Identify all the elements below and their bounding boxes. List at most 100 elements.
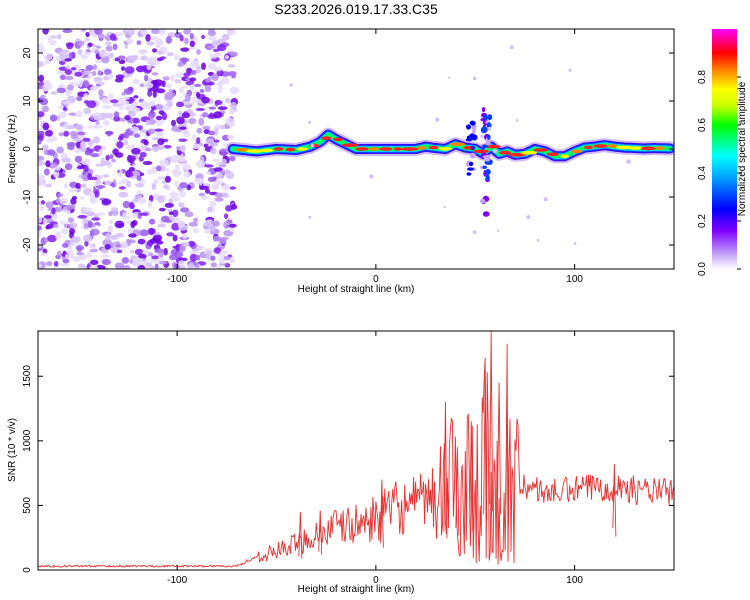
noise-speckle — [70, 197, 77, 205]
noise-speckle — [153, 148, 159, 152]
noise-speckle — [92, 43, 98, 48]
noise-speckle — [58, 111, 67, 119]
chart-title: S233.2026.019.17.33.C35 — [274, 1, 438, 17]
noise-speckle — [101, 198, 112, 205]
noise-speckle — [45, 130, 53, 137]
noise-speckle — [45, 201, 54, 209]
noise-speckle — [112, 43, 118, 50]
ridge-spread — [467, 167, 474, 171]
noise-speckle — [137, 196, 146, 205]
noise-speckle — [112, 211, 118, 217]
noise-speckle — [208, 106, 217, 110]
noise-speckle — [211, 40, 221, 47]
noise-speckle — [61, 243, 69, 248]
noise-speckle — [61, 228, 69, 235]
noise-speckle — [139, 50, 146, 55]
noise-speckle — [66, 204, 76, 210]
noise-speckle — [121, 100, 130, 106]
noise-speckle — [89, 265, 99, 269]
noise-speckle — [59, 220, 67, 225]
noise-speckle — [68, 187, 79, 192]
noise-speckle — [75, 245, 85, 251]
noise-speckle — [56, 87, 66, 94]
noise-speckle — [84, 151, 92, 156]
noise-speckle — [40, 252, 48, 257]
noise-speckle — [176, 101, 184, 108]
noise-speckle — [38, 242, 42, 249]
noise-speckle — [83, 234, 92, 242]
noise-speckle — [71, 236, 81, 243]
noise-speckle — [228, 108, 235, 115]
noise-speckle — [89, 196, 98, 204]
noise-speckle — [213, 66, 223, 72]
ridge-peak — [341, 143, 359, 147]
noise-speckle — [147, 128, 155, 134]
noise-speckle — [38, 216, 43, 224]
noise-speckle — [213, 247, 222, 254]
noise-speckle — [192, 143, 202, 150]
heatmap-ylabel: Frequency (Hz) — [7, 115, 18, 184]
noise-speckle — [204, 164, 214, 168]
faint-speck — [480, 134, 484, 138]
noise-speckle — [138, 253, 147, 259]
noise-speckle — [128, 233, 137, 238]
faint-speck — [472, 230, 477, 235]
snr-xlabel: Height of straight line (km) — [298, 584, 415, 595]
noise-speckle — [155, 145, 166, 150]
noise-speckle — [129, 201, 135, 209]
noise-speckle — [217, 44, 227, 52]
noise-speckle — [183, 72, 191, 77]
noise-speckle — [94, 49, 100, 54]
faint-speck — [543, 197, 548, 202]
noise-speckle — [59, 74, 66, 81]
y-tick-label: -20 — [22, 237, 33, 252]
noise-speckle — [66, 209, 71, 216]
noise-speckle — [188, 262, 195, 269]
noise-speckle — [167, 208, 173, 213]
noise-speckle — [38, 74, 44, 83]
noise-speckle — [166, 101, 174, 107]
noise-speckle — [94, 221, 100, 226]
snr-frame — [37, 330, 675, 571]
noise-speckle — [38, 60, 45, 68]
noise-speckle — [204, 228, 210, 234]
noise-speckle — [132, 220, 138, 226]
noise-speckle — [225, 97, 231, 104]
colorbar-tick-label: 0.2 — [697, 214, 708, 228]
noise-speckle — [122, 264, 131, 269]
faint-speck — [526, 215, 531, 220]
noise-speckle — [178, 202, 185, 208]
noise-speckle — [139, 229, 150, 237]
noise-speckle — [57, 193, 63, 198]
noise-speckle — [148, 218, 156, 225]
noise-speckle — [182, 232, 188, 240]
noise-layer — [38, 29, 240, 269]
noise-speckle — [74, 155, 83, 163]
noise-speckle — [116, 141, 124, 149]
noise-speckle — [105, 154, 110, 161]
noise-speckle — [90, 153, 100, 158]
noise-speckle — [224, 213, 229, 219]
noise-speckle — [191, 133, 197, 141]
noise-speckle — [205, 78, 211, 83]
noise-speckle — [208, 224, 216, 232]
noise-speckle — [121, 92, 126, 96]
noise-speckle — [149, 265, 156, 269]
y-tick-label: 0 — [22, 567, 33, 573]
noise-speckle — [97, 33, 105, 40]
noise-speckle — [107, 225, 114, 234]
noise-speckle — [91, 70, 97, 77]
faint-speck — [497, 229, 500, 232]
faint-speck — [626, 159, 631, 164]
noise-speckle — [218, 164, 227, 168]
snr-ylabel: SNR (10 * v/v) — [7, 418, 18, 482]
noise-speckle — [119, 169, 123, 178]
noise-speckle — [164, 219, 172, 223]
noise-speckle — [91, 85, 101, 89]
y-tick-label: 1500 — [22, 365, 33, 388]
noise-speckle — [73, 148, 82, 153]
noise-speckle — [195, 107, 206, 112]
noise-speckle — [158, 207, 166, 212]
noise-speckle — [38, 160, 45, 167]
